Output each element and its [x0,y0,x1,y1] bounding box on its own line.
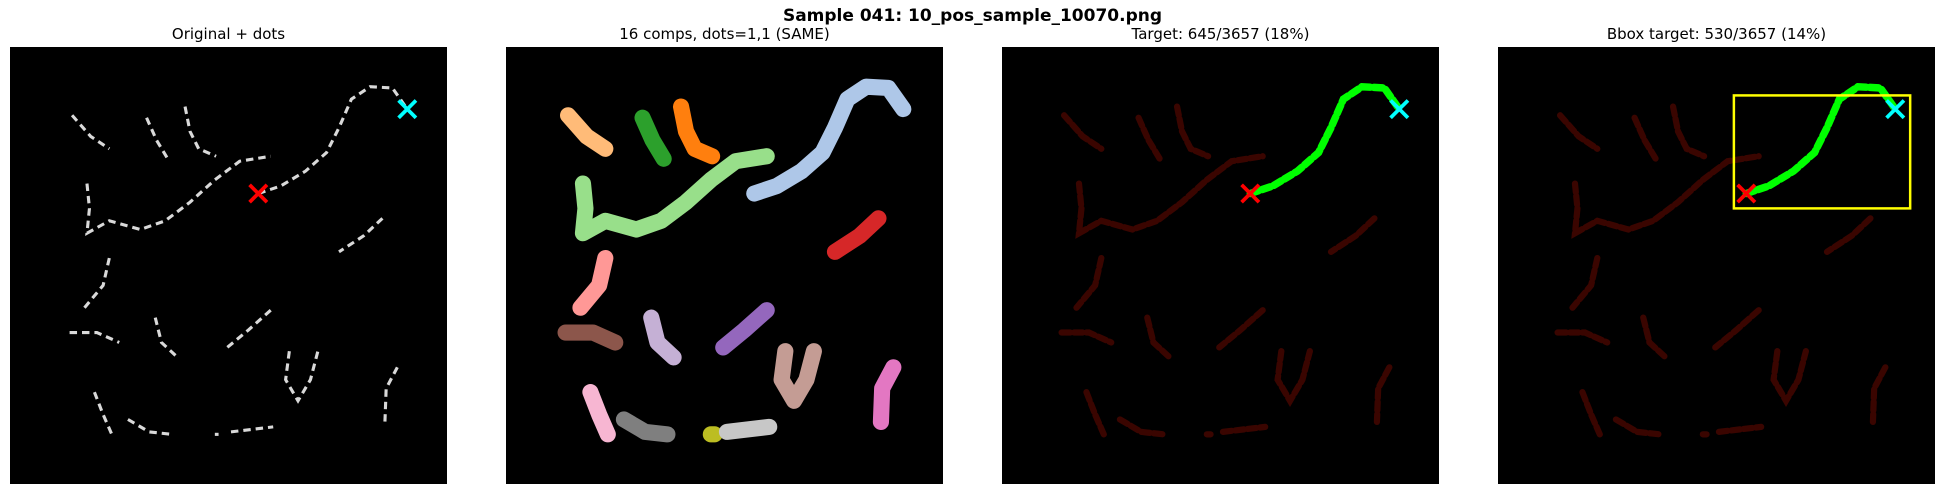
non-target-curve [1219,423,1269,435]
dashed-curve [284,350,320,404]
component-7 [572,249,614,316]
end-x-marker [397,99,418,120]
non-target-curve [1640,314,1669,361]
component-1 [560,107,614,157]
non-target-curve [1135,114,1163,162]
non-target-curve [1173,103,1212,160]
non-target-curve [1060,112,1105,152]
non-target-curve [1073,254,1105,311]
non-target-curve [1116,416,1167,438]
panel-title-original: Original + dots [171,25,286,43]
component-14 [615,411,676,443]
start-x-marker [1240,183,1261,204]
non-target-curve [1712,307,1762,351]
dashed-curve [230,425,274,434]
non-target-curve [1569,254,1601,311]
dashed-curve [127,418,172,436]
non-target-curve [1274,348,1313,407]
bbox-target-panel [1498,47,1935,484]
non-target-curve [1554,329,1611,346]
dashed-curve [257,85,409,195]
non-target-curve [1058,329,1115,346]
dashed-curve [83,257,111,309]
component-8 [557,324,624,351]
non-target-curve [1075,153,1266,239]
component-4 [574,148,775,242]
figure-title: Sample 041: 10_pos_sample_10070.png [782,6,1163,26]
non-target-curve [1216,307,1266,351]
non-target-curve [1373,364,1393,426]
target-panel [1002,47,1439,484]
dashed-curve [145,117,169,160]
non-target-curve [1579,389,1603,438]
end-x-marker [1389,99,1410,120]
components-panel [506,47,943,484]
target-curve [1246,82,1403,198]
dashed-curve [85,154,271,237]
non-target-curve [1669,103,1708,160]
dashed-curve [153,317,179,359]
dashed-curve [92,391,114,435]
non-target-curve [1823,215,1874,255]
component-6 [826,210,887,260]
non-target-curve [1144,314,1173,361]
component-9 [643,309,682,366]
component-16 [718,418,778,440]
non-target-curve [1327,215,1378,255]
component-10 [715,302,775,356]
dashed-curve [338,217,384,254]
target-curve [1742,82,1899,198]
non-target-curve [1083,389,1107,438]
dashed-curve [70,114,111,151]
end-x-marker [1885,99,1906,120]
non-target-curve [1556,112,1601,152]
dashed-curve [69,330,120,344]
component-11 [773,343,822,409]
component-5 [746,78,912,202]
start-x-marker [248,183,269,204]
component-12 [872,359,902,430]
non-target-curve [1869,364,1889,426]
dashed-curve [383,366,399,422]
panel-title-bbox: Bbox target: 530/3657 (14%) [1606,25,1827,43]
panel-title-components: 16 comps, dots=1,1 (SAME) [619,25,830,43]
dashed-curve [183,106,217,158]
dashed-curve [226,309,272,349]
component-3 [672,98,721,165]
non-target-curve [1715,423,1765,435]
panel-title-target: Target: 645/3657 (18%) [1131,25,1310,43]
original-dots-panel [10,47,447,484]
non-target-curve [1631,114,1659,162]
start-x-marker [1736,183,1757,204]
component-13 [582,384,616,443]
component-2 [634,109,672,167]
bbox-rectangle [1732,94,1912,210]
non-target-curve [1571,153,1762,239]
non-target-curve [1612,416,1663,438]
non-target-curve [1770,348,1809,407]
